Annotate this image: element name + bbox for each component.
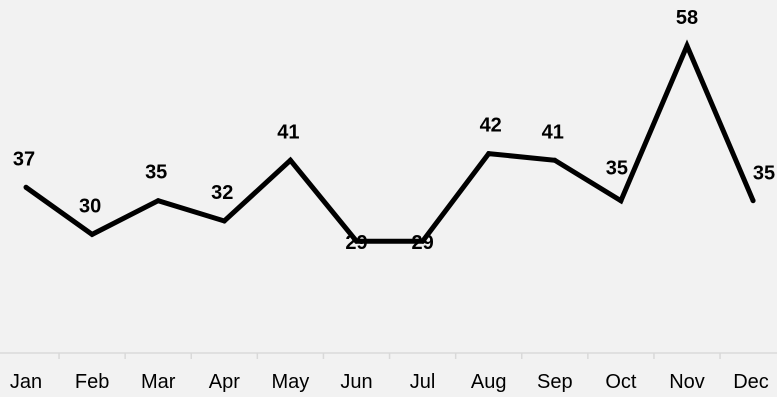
data-point-jan — [23, 184, 29, 190]
data-label-dec: 35 — [753, 163, 775, 185]
data-point-aug — [486, 151, 492, 157]
data-points — [23, 43, 756, 244]
data-point-mar — [155, 198, 161, 204]
series-line — [24, 39, 756, 244]
data-point-apr — [221, 218, 227, 224]
data-label-nov: 58 — [676, 7, 698, 29]
x-tick-label-nov: Nov — [669, 371, 705, 393]
x-tick-label-jan: Jan — [10, 371, 42, 393]
x-tick-label-oct: Oct — [605, 371, 637, 393]
data-point-feb — [89, 231, 95, 237]
data-label-aug: 42 — [480, 115, 502, 137]
x-tick-label-dec: Dec — [733, 371, 769, 393]
data-label-apr: 32 — [211, 182, 233, 204]
x-tick-label-may: May — [272, 371, 310, 393]
data-point-dec — [750, 198, 756, 204]
x-tick-label-apr: Apr — [209, 371, 240, 393]
x-tick-label-jun: Jun — [340, 371, 372, 393]
data-label-jan: 37 — [13, 148, 35, 170]
data-point-may — [287, 157, 293, 163]
data-label-may: 41 — [277, 121, 299, 143]
x-axis-ticks — [58, 353, 721, 359]
x-tick-label-mar: Mar — [141, 371, 176, 393]
data-point-oct — [618, 198, 624, 204]
x-axis-tick-labels: Jan Feb Mar Apr May Jun Jul Aug Sep Oct Nov Dec — [10, 371, 769, 393]
data-point-nov — [684, 43, 690, 49]
data-point-jun — [354, 238, 359, 244]
data-label-mar: 35 — [145, 162, 167, 184]
data-label-jun: 29 — [345, 232, 367, 254]
data-label-sep: 41 — [542, 121, 564, 143]
x-tick-label-feb: Feb — [75, 371, 109, 393]
x-tick-label-aug: Aug — [471, 371, 507, 393]
data-label-feb: 30 — [79, 195, 101, 217]
data-label-jul: 29 — [411, 232, 433, 254]
data-point-sep — [552, 157, 558, 163]
x-tick-label-jul: Jul — [410, 371, 436, 393]
data-label-oct: 35 — [606, 158, 628, 180]
data-labels: 37 30 35 32 41 29 29 42 41 35 58 35 — [13, 7, 775, 254]
x-tick-label-sep: Sep — [537, 371, 573, 393]
data-point-jul — [420, 238, 426, 244]
